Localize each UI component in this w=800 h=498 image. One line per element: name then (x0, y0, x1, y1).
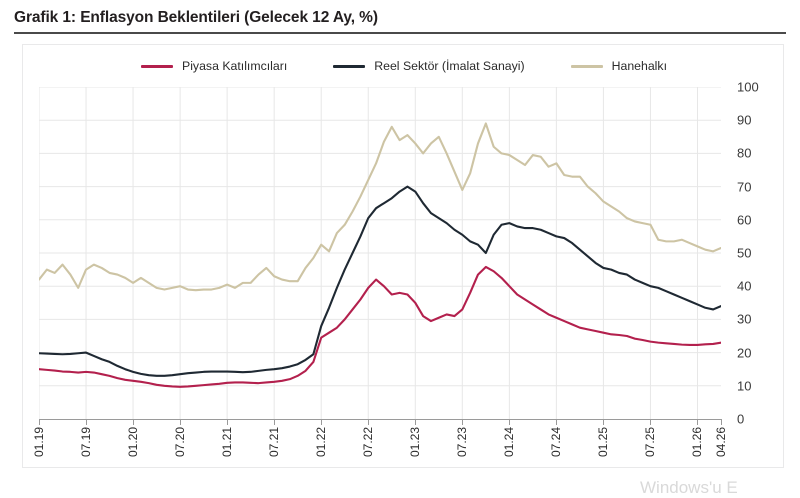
x-tick-label: 04.26 (714, 427, 728, 458)
legend-item-label: Reel Sektör (İmalat Sanayi) (374, 59, 525, 73)
x-tick-label: 01.26 (690, 427, 705, 458)
legend-color-swatch (570, 64, 603, 68)
x-tick-label: 07.22 (361, 427, 376, 458)
x-axis-ticks (39, 419, 722, 425)
x-tick-label: 07.25 (643, 427, 658, 458)
y-tick-label: 80 (737, 145, 752, 161)
chart-container: Piyasa Katılımcıları Reel Sektör (İmalat … (22, 44, 784, 468)
x-tick-mark (274, 419, 276, 425)
y-tick-label: 20 (737, 345, 752, 361)
x-tick-label: 01.24 (502, 427, 517, 458)
x-tick-mark (133, 419, 135, 425)
legend-item-label: Piyasa Katılımcıları (182, 59, 288, 73)
x-tick-mark (650, 419, 652, 425)
x-tick-mark (697, 419, 699, 425)
x-tick-mark (368, 419, 370, 425)
x-tick-mark (509, 419, 511, 425)
x-tick-mark (86, 419, 88, 425)
x-tick-label: 07.23 (455, 427, 470, 458)
series-line (39, 122, 721, 292)
legend-color-swatch (333, 64, 366, 68)
y-tick-label: 40 (737, 278, 752, 294)
x-tick-label: 07.24 (549, 427, 564, 458)
y-axis: 0 10 20 30 40 50 60 70 80 90 100 (729, 80, 775, 427)
x-tick-label: 01.20 (126, 427, 141, 458)
y-tick-label: 60 (737, 212, 752, 228)
y-tick-label: 70 (737, 179, 752, 195)
y-tick-label: 30 (737, 311, 752, 327)
y-tick-label: 90 (737, 112, 752, 128)
series-line (39, 265, 721, 388)
x-tick-label: 01.23 (408, 427, 423, 458)
x-tick-mark (603, 419, 605, 425)
y-tick-label: 0 (737, 411, 745, 427)
windows-activation-watermark: Windows'u E (640, 478, 738, 497)
line-chart-svg (39, 87, 721, 419)
page-title: Grafik 1: Enflasyon Beklentileri (Gelece… (14, 9, 378, 26)
x-tick-label: 07.20 (173, 427, 188, 458)
x-tick-label: 01.22 (314, 427, 329, 458)
x-axis-labels: 01.19 07.19 01.20 07.20 01.21 07.21 01.22 07.22… (32, 427, 728, 467)
legend-item[interactable]: Hanehalkı (570, 59, 667, 73)
y-tick-label: 50 (737, 245, 752, 261)
x-tick-label: 01.25 (596, 427, 611, 458)
y-tick-label: 100 (737, 79, 759, 95)
x-tick-label: 07.19 (79, 427, 94, 458)
chart-title-area: Grafik 1: Enflasyon Beklentileri (Gelece… (0, 8, 800, 28)
plot-area (39, 87, 721, 419)
x-tick-mark (39, 419, 40, 425)
x-tick-mark (321, 419, 323, 425)
x-axis-line (39, 419, 721, 420)
x-tick-mark (556, 419, 558, 425)
x-tick-label: 01.19 (32, 427, 46, 458)
legend-item-label: Hanehalkı (611, 59, 667, 73)
legend-color-swatch (141, 64, 173, 68)
x-tick-mark (227, 419, 229, 425)
x-tick-mark (721, 419, 722, 425)
chart-legend: Piyasa Katılımcıları Reel Sektör (İmalat … (23, 59, 785, 73)
y-tick-label: 10 (737, 378, 752, 394)
x-tick-label: 07.21 (267, 427, 282, 458)
x-tick-mark (415, 419, 417, 425)
x-tick-mark (462, 419, 464, 425)
x-tick-label: 01.21 (220, 427, 235, 458)
series-line (39, 185, 721, 377)
legend-item[interactable]: Reel Sektör (İmalat Sanayi) (333, 59, 525, 73)
x-tick-mark (180, 419, 182, 425)
legend-item[interactable]: Piyasa Katılımcıları (141, 59, 287, 73)
title-underline (14, 32, 786, 34)
